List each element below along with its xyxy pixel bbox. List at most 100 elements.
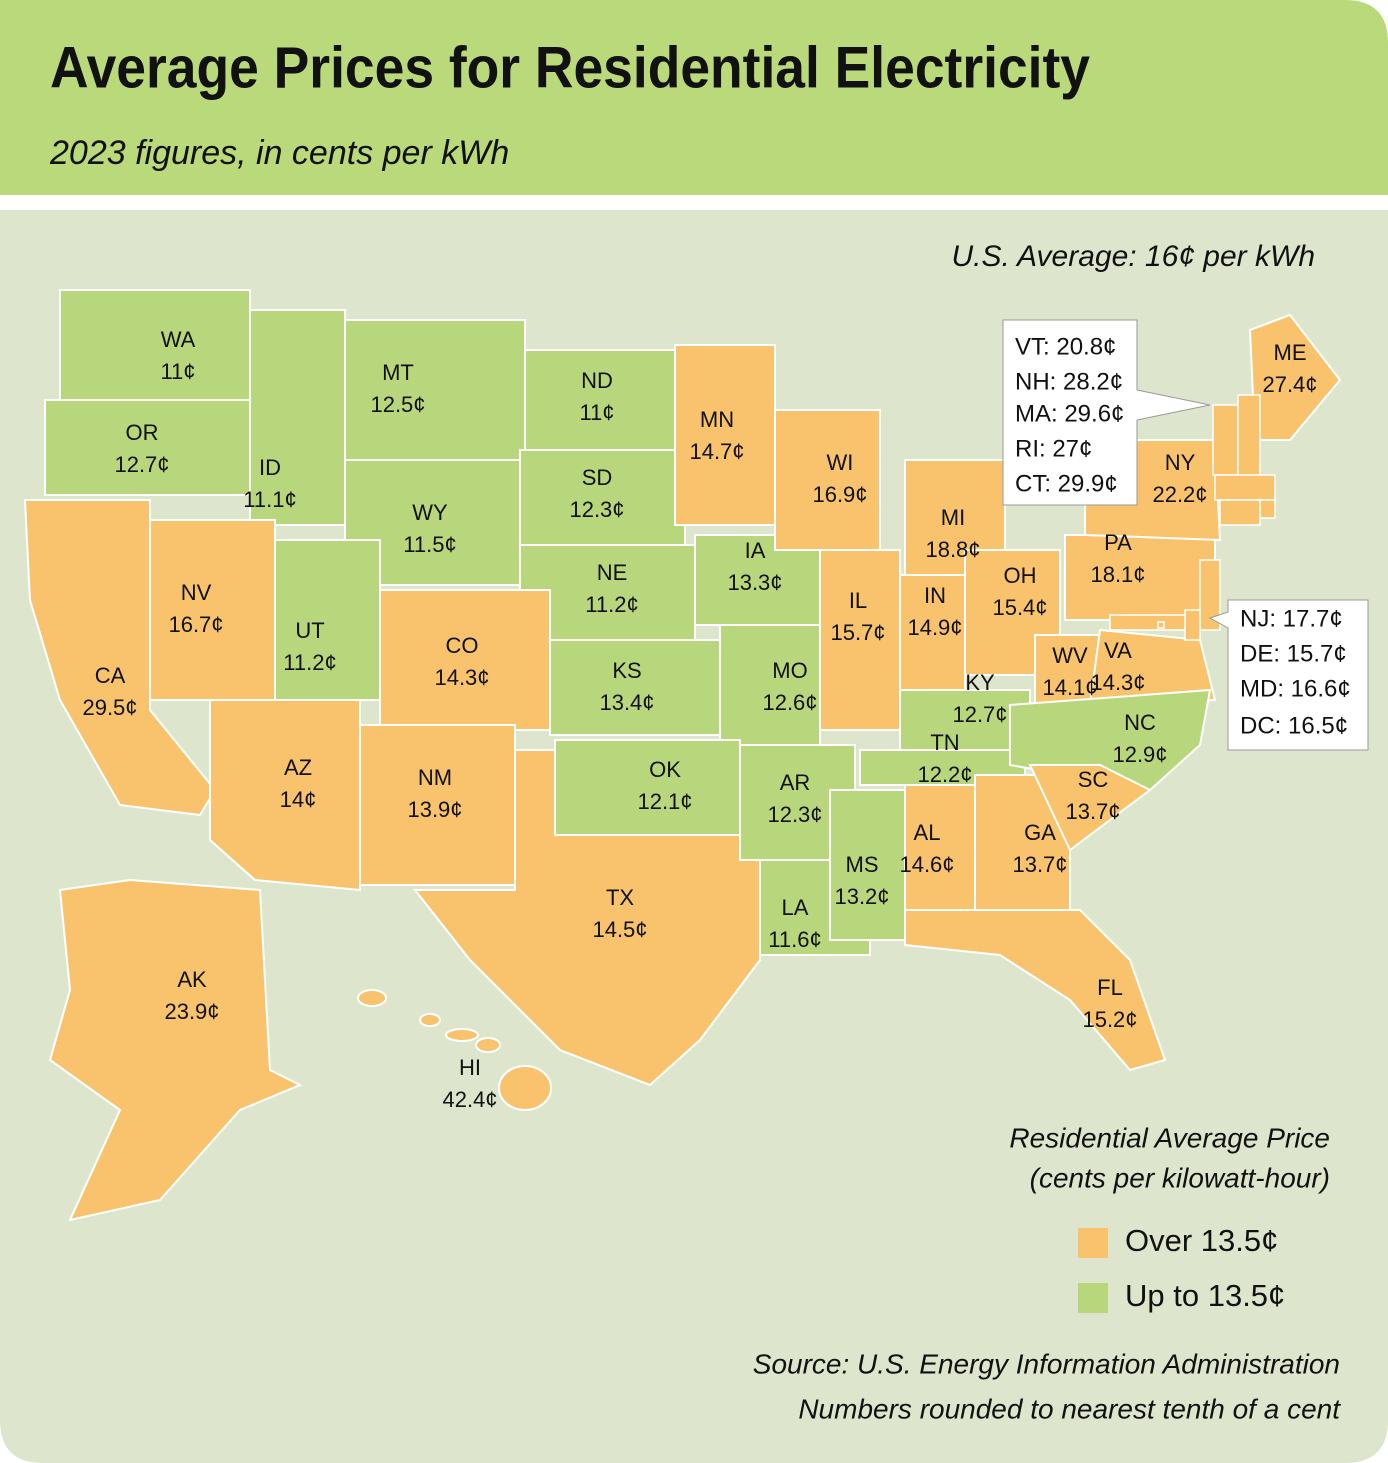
state-shape bbox=[357, 989, 387, 1007]
state-price: 15.7¢ bbox=[830, 620, 885, 645]
state-price: 15.2¢ bbox=[1082, 1007, 1137, 1032]
state-price: 13.7¢ bbox=[1065, 799, 1120, 824]
state-price: 13.4¢ bbox=[599, 690, 654, 715]
state-abbr: VA bbox=[1104, 638, 1132, 663]
state-abbr: TN bbox=[930, 730, 959, 755]
callout-entry: DE: 15.7¢ bbox=[1240, 640, 1347, 667]
state-abbr: HI bbox=[459, 1055, 481, 1080]
state-price: 12.7¢ bbox=[114, 452, 169, 477]
state-abbr: OK bbox=[649, 757, 681, 782]
state-price: 14.7¢ bbox=[689, 439, 744, 464]
state-price: 12.7¢ bbox=[952, 702, 1007, 727]
state-abbr: ME bbox=[1274, 340, 1307, 365]
state-abbr: NV bbox=[181, 580, 212, 605]
us-average-note: U.S. Average: 16¢ per kWh bbox=[951, 240, 1315, 273]
callout-entry: CT: 29.9¢ bbox=[1015, 470, 1118, 497]
state-abbr: IA bbox=[745, 538, 766, 563]
legend-label: Up to 13.5¢ bbox=[1125, 1278, 1285, 1313]
state-shape bbox=[379, 589, 551, 731]
state-abbr: SD bbox=[582, 465, 613, 490]
source-note: Source: U.S. Energy Information Administ… bbox=[753, 1348, 1340, 1379]
state-abbr: ID bbox=[259, 455, 281, 480]
state-abbr: AZ bbox=[284, 755, 312, 780]
state-abbr: MO bbox=[772, 658, 807, 683]
state-shape bbox=[412, 749, 761, 1087]
callout-entry: MA: 29.6¢ bbox=[1015, 400, 1124, 427]
state-shape bbox=[274, 539, 381, 701]
state-price: 16.9¢ bbox=[812, 482, 867, 507]
state-price: 14.9¢ bbox=[907, 615, 962, 640]
state-shape bbox=[498, 1065, 552, 1111]
state-shape bbox=[344, 319, 526, 461]
state-abbr: OH bbox=[1004, 563, 1037, 588]
state-price: 14.5¢ bbox=[592, 917, 647, 942]
state-abbr: AR bbox=[780, 770, 811, 795]
callout-entry: RI: 27¢ bbox=[1015, 435, 1092, 462]
small-state-shape bbox=[1214, 474, 1276, 501]
state-shape bbox=[1088, 628, 1217, 707]
state-price: 16.7¢ bbox=[168, 612, 223, 637]
state-shape bbox=[445, 1028, 479, 1042]
title: Average Prices for Residential Electrici… bbox=[50, 35, 1090, 100]
state-shape bbox=[475, 1037, 501, 1053]
source-note: Numbers rounded to nearest tenth of a ce… bbox=[798, 1393, 1341, 1424]
legend-title: Residential Average Price bbox=[1009, 1122, 1330, 1153]
callout-entry: NH: 28.2¢ bbox=[1015, 368, 1123, 395]
state-shape bbox=[549, 639, 721, 736]
small-state-shape bbox=[1237, 394, 1261, 481]
legend-swatch bbox=[1078, 1283, 1108, 1313]
state-abbr: NY bbox=[1165, 450, 1196, 475]
state-price: 11.2¢ bbox=[283, 650, 336, 675]
state-price: 22.2¢ bbox=[1152, 482, 1207, 507]
header-band bbox=[0, 0, 1388, 195]
state-abbr: NM bbox=[418, 765, 452, 790]
state-price: 13.2¢ bbox=[834, 884, 889, 909]
state-abbr: CA bbox=[95, 663, 126, 688]
state-shape bbox=[44, 399, 251, 496]
subtitle: 2023 figures, in cents per kWh bbox=[49, 134, 509, 172]
state-shape bbox=[59, 289, 251, 401]
state-price: 12.3¢ bbox=[767, 802, 822, 827]
state-abbr: KS bbox=[612, 658, 641, 683]
state-abbr: AK bbox=[177, 967, 207, 992]
state-abbr: TX bbox=[606, 885, 634, 910]
legend-swatch bbox=[1078, 1228, 1108, 1258]
state-price: 18.8¢ bbox=[925, 537, 980, 562]
small-state-shape bbox=[1259, 499, 1276, 519]
small-state-shape bbox=[1199, 559, 1221, 631]
state-shape bbox=[209, 699, 361, 892]
state-shape bbox=[719, 624, 821, 746]
small-state-shape bbox=[1109, 614, 1186, 631]
state-abbr: UT bbox=[295, 618, 324, 643]
state-price: 23.9¢ bbox=[164, 999, 219, 1024]
state-price: 12.3¢ bbox=[569, 497, 624, 522]
state-abbr: MS bbox=[846, 852, 879, 877]
small-state-shape bbox=[1212, 404, 1239, 476]
state-abbr: ND bbox=[581, 368, 613, 393]
callout-entry: VT: 20.8¢ bbox=[1015, 333, 1116, 360]
overlay: VT: 20.8¢ NH: 28.2¢ MA: 29.6¢ RI: 27¢ CT: 29… bbox=[753, 333, 1351, 1424]
state-abbr: WI bbox=[827, 450, 854, 475]
state-price: 14.3¢ bbox=[1090, 670, 1145, 695]
state-abbr: MT bbox=[382, 360, 414, 385]
state-price: 29.5¢ bbox=[82, 695, 137, 720]
state-abbr: OR bbox=[126, 420, 159, 445]
state-abbr: LA bbox=[782, 895, 809, 920]
state-abbr: IN bbox=[924, 583, 946, 608]
state-price: 14.3¢ bbox=[434, 665, 489, 690]
states bbox=[23, 289, 1342, 1222]
state-shape bbox=[1028, 764, 1152, 852]
state-price: 12.2¢ bbox=[917, 762, 972, 787]
state-price: 27.4¢ bbox=[1262, 372, 1317, 397]
state-price: 14.1¢ bbox=[1042, 675, 1097, 700]
state-price: 14¢ bbox=[280, 787, 317, 812]
state-abbr: PA bbox=[1104, 530, 1132, 555]
state-price: 11.5¢ bbox=[403, 532, 456, 557]
state-price: 12.6¢ bbox=[762, 690, 817, 715]
state-abbr: NE bbox=[597, 560, 628, 585]
callout-box bbox=[1208, 599, 1369, 751]
state-shape bbox=[419, 1013, 441, 1027]
state-labels: WA 11¢ OR 12.7¢ ID 11.1¢ MT 12.5¢ ND 11¢ SD 12.3¢ MN… bbox=[82, 327, 1317, 1112]
small-state-shape bbox=[1219, 499, 1261, 526]
